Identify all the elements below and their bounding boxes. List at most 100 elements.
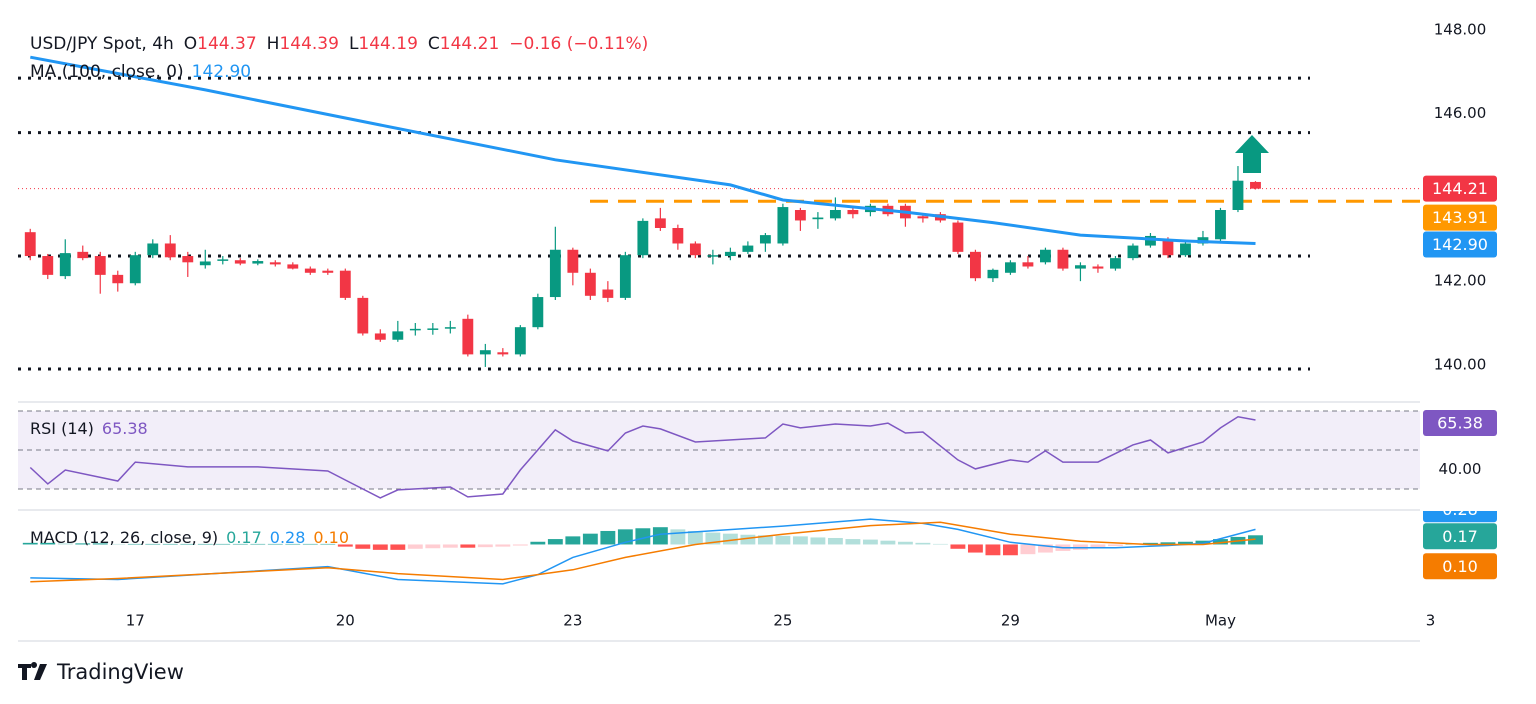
macd-histogram-bar — [705, 532, 721, 545]
y-tick-label: 146.00 — [1434, 104, 1487, 122]
candle-body — [584, 272, 596, 296]
macd-histogram-bar — [827, 537, 843, 545]
ohlc-value: 144.19 — [358, 34, 417, 54]
ohlc-key: L — [349, 34, 359, 54]
candle-body — [164, 243, 176, 258]
macd-histogram-bar — [285, 543, 301, 545]
x-tick-label: 20 — [336, 612, 355, 630]
candle-body — [549, 249, 561, 298]
y-tick-label: 40.00 — [1439, 460, 1482, 478]
candle-body — [759, 235, 771, 244]
ma-value: 142.90 — [192, 62, 251, 82]
candle-body — [59, 253, 71, 277]
ma-name: MA (100, close, 0) — [30, 62, 184, 82]
macd-histogram-bar — [460, 544, 476, 548]
candle-body — [409, 328, 421, 331]
price-badge — [1423, 410, 1497, 436]
candle-body — [847, 210, 859, 215]
rsi-value: 65.38 — [102, 419, 148, 438]
candle-body — [777, 207, 789, 244]
candle-body — [42, 256, 54, 275]
candle-body — [497, 352, 509, 355]
macd-histogram-bar — [267, 543, 283, 545]
candle-body — [1162, 239, 1174, 256]
macd-histogram-bar — [740, 534, 756, 545]
macd-histogram-bar — [92, 543, 108, 545]
candle-body — [24, 232, 36, 257]
macd-top-badge: 0.28 — [1423, 500, 1497, 523]
symbol: USD/JPY Spot, 4h — [30, 34, 174, 54]
macd-histogram-bar — [547, 539, 563, 545]
price-badge-label: 143.91 — [1432, 208, 1488, 227]
macd-line — [30, 518, 1256, 585]
price-badge — [1423, 204, 1497, 231]
macd-histogram-bar — [355, 544, 371, 549]
macd-histogram-bar — [512, 544, 528, 546]
candle-body — [234, 260, 246, 264]
macd-histogram-bar — [1213, 539, 1228, 545]
y-tick-label: 148.00 — [1434, 21, 1487, 39]
macd-histogram-bar — [670, 529, 686, 545]
price-badge-label: 144.21 — [1432, 179, 1488, 198]
macd-legend: MACD (12, 26, close, 9) 0.17 0.28 0.10 — [30, 528, 349, 547]
price-badge-label: 0.28 — [1442, 500, 1478, 519]
candle-body — [199, 261, 211, 266]
price-badge-label: 65.38 — [1437, 414, 1483, 433]
candle-body — [1250, 181, 1261, 189]
price-badge — [1423, 523, 1497, 550]
macd-histogram-bar — [127, 543, 143, 545]
macd-histogram-bar — [1160, 542, 1176, 545]
candle-body — [829, 210, 841, 219]
candle-body — [77, 251, 89, 259]
macd-histogram-bar — [162, 543, 178, 545]
macd-histogram-bar — [810, 537, 826, 545]
macd-histogram-bar — [652, 527, 668, 545]
macd-histogram-bar — [792, 536, 808, 545]
x-tick-label: May — [1205, 612, 1236, 630]
ohlc-key: O — [184, 34, 197, 54]
candle-body — [1092, 266, 1104, 269]
macd-histogram-bar — [337, 544, 353, 547]
candle-body — [112, 274, 124, 284]
candle-body — [917, 216, 929, 219]
candle-body — [794, 210, 806, 221]
candle-body — [724, 251, 736, 257]
macd-value: 0.28 — [270, 528, 306, 547]
macd-histogram-bar — [845, 539, 861, 545]
macd-histogram-bar — [635, 528, 651, 545]
candle-body — [462, 318, 474, 355]
price-badge — [1423, 175, 1497, 202]
candle-body — [602, 289, 614, 298]
candle-body — [532, 297, 544, 328]
candle-body — [444, 327, 456, 329]
candle-body — [619, 255, 631, 298]
macd-histogram-bar — [1178, 541, 1193, 545]
x-tick-label: 25 — [773, 612, 792, 630]
macd-histogram-bar — [967, 544, 983, 553]
macd-histogram-bar — [985, 544, 1001, 556]
macd-histogram-bar — [932, 543, 948, 545]
candle-body — [952, 222, 964, 252]
rsi-legend: RSI (14) 65.38 — [30, 419, 148, 438]
candle-body — [479, 350, 491, 355]
candle-body — [1127, 245, 1139, 259]
macd-histogram-bar — [232, 543, 248, 545]
macd-histogram-bar — [180, 543, 196, 545]
candle-body — [392, 331, 404, 340]
macd-histogram-bar — [302, 543, 318, 545]
ma-legend: MA (100, close, 0) 142.90 — [30, 62, 251, 82]
macd-histogram-bar — [757, 535, 773, 545]
macd-histogram-bar — [40, 542, 56, 545]
change: −0.16 (−0.11%) — [509, 34, 648, 54]
ohlc-value: 144.39 — [279, 34, 338, 54]
x-tick-label: 29 — [1001, 612, 1020, 630]
macd-histogram-bar — [250, 543, 266, 545]
macd-histogram-bar — [1195, 540, 1211, 545]
signal-value: 0.10 — [313, 528, 349, 547]
candle-body — [182, 256, 194, 263]
macd-histogram-bar — [477, 544, 493, 548]
price-badge-label: 0.17 — [1442, 527, 1478, 546]
macd-histogram-bar — [372, 544, 388, 550]
